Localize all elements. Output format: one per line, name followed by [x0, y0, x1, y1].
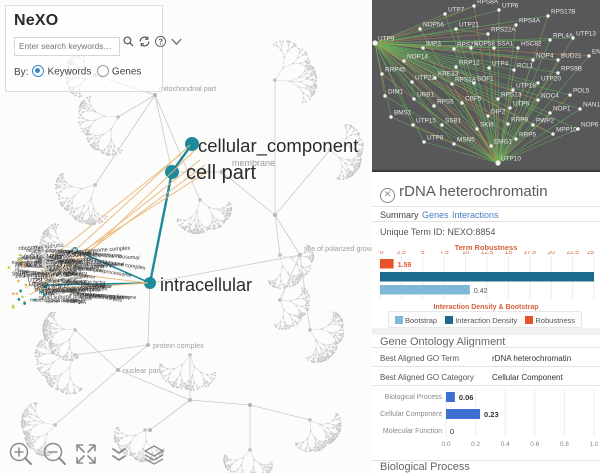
svg-text:2.5: 2.5 [397, 251, 406, 256]
svg-text:EMG1: EMG1 [494, 139, 513, 146]
svg-text:Molecular Function: Molecular Function [383, 428, 442, 435]
svg-text:25: 25 [587, 251, 595, 256]
svg-text:ENP1: ENP1 [592, 49, 600, 56]
svg-text:17.5: 17.5 [524, 251, 537, 256]
svg-text:POL5: POL5 [573, 88, 590, 95]
svg-text:BMS1: BMS1 [394, 110, 412, 117]
svg-text:15: 15 [505, 251, 513, 256]
svg-text:RCL1: RCL1 [517, 63, 534, 70]
svg-text:DIM1: DIM1 [388, 89, 404, 96]
svg-text:UTP22: UTP22 [415, 75, 435, 82]
svg-text:5: 5 [421, 251, 425, 256]
svg-text:RPS9B: RPS9B [561, 66, 582, 73]
svg-text:UTP9: UTP9 [378, 36, 395, 43]
svg-text:RPS5: RPS5 [437, 99, 454, 106]
svg-text:BUD21: BUD21 [561, 53, 582, 60]
svg-text:UTP20: UTP20 [541, 76, 561, 83]
svg-text:UTP15: UTP15 [416, 118, 436, 125]
svg-text:SSB1: SSB1 [445, 118, 462, 125]
svg-text:0.23: 0.23 [484, 410, 499, 419]
svg-text:HSC82: HSC82 [521, 41, 542, 48]
svg-text:protein complex: protein complex [153, 341, 204, 350]
svg-text:NOP6: NOP6 [581, 122, 599, 129]
svg-text:NOP1: NOP1 [553, 106, 571, 113]
svg-text:0.42: 0.42 [474, 288, 488, 295]
svg-text:UTP7: UTP7 [448, 7, 465, 14]
svg-text:0.4: 0.4 [501, 441, 510, 448]
svg-text:UTP8: UTP8 [427, 135, 444, 142]
svg-text:1.59: 1.59 [398, 262, 412, 269]
svg-text:MPP10: MPP10 [556, 127, 577, 134]
svg-text:SOF1: SOF1 [477, 76, 494, 83]
svg-text:UTP21: UTP21 [459, 22, 479, 29]
svg-text:nuclear part: nuclear part [123, 366, 161, 375]
svg-text:UTP5: UTP5 [513, 101, 530, 108]
svg-text:UTP13: UTP13 [576, 31, 596, 38]
svg-text:NOP4: NOP4 [536, 53, 554, 60]
svg-text:PWP2: PWP2 [536, 118, 555, 125]
svg-text:RPS13: RPS13 [501, 92, 522, 99]
svg-text:SSA1: SSA1 [497, 41, 514, 48]
svg-text:RRP9: RRP9 [511, 117, 528, 124]
svg-text:DIP2: DIP2 [491, 109, 506, 116]
svg-text:CBF5: CBF5 [465, 96, 482, 103]
svg-text:MSN5: MSN5 [457, 137, 475, 144]
svg-text:NOP58: NOP58 [474, 41, 495, 48]
svg-text:0.06: 0.06 [459, 393, 474, 402]
svg-text:RRP12: RRP12 [459, 60, 480, 67]
svg-text:UTP4: UTP4 [492, 61, 509, 68]
svg-text:RPL4A: RPL4A [553, 33, 574, 40]
svg-text:UTP10: UTP10 [501, 156, 521, 163]
svg-text:Biological Process: Biological Process [385, 394, 443, 401]
svg-text:0: 0 [380, 251, 384, 256]
svg-text:small subunit processome: small subunit processome [79, 294, 136, 300]
svg-text:RPS22A: RPS22A [491, 27, 516, 34]
svg-text:Cellular Component: Cellular Component [380, 411, 442, 418]
svg-text:0.0: 0.0 [441, 441, 450, 448]
svg-text:22.5: 22.5 [566, 251, 579, 256]
svg-text:1.0: 1.0 [589, 441, 598, 448]
svg-text:IMP3: IMP3 [426, 41, 441, 48]
svg-text:ATP6: ATP6 [46, 288, 58, 295]
svg-text:SKI6: SKI6 [480, 122, 494, 129]
svg-text:UTP18: UTP18 [516, 83, 536, 90]
svg-text:0: 0 [450, 427, 454, 436]
svg-text:RPS8A: RPS8A [477, 0, 499, 6]
svg-text:0.8: 0.8 [560, 441, 569, 448]
svg-text:NOP56: NOP56 [423, 22, 444, 29]
svg-text:site of polarized growth: site of polarized growth [304, 244, 372, 253]
svg-text:NOC4: NOC4 [541, 93, 559, 100]
svg-text:UTP9: UTP9 [15, 270, 28, 276]
svg-text:RPS4A: RPS4A [519, 18, 541, 25]
svg-text:12.5: 12.5 [481, 251, 494, 256]
svg-text:7.5: 7.5 [440, 251, 449, 256]
svg-text:0.2: 0.2 [471, 441, 480, 448]
svg-text:NAN1: NAN1 [583, 102, 600, 109]
svg-text:RRP45: RRP45 [385, 67, 406, 74]
svg-text:URB1: URB1 [417, 92, 434, 99]
svg-text:mitochondrial part: mitochondrial part [159, 84, 216, 93]
svg-text:10: 10 [462, 251, 470, 256]
svg-text:UTP6: UTP6 [502, 3, 519, 10]
svg-text:0.6: 0.6 [530, 441, 539, 448]
svg-text:RPS17B: RPS17B [551, 9, 576, 16]
svg-text:RRP5: RRP5 [519, 132, 536, 139]
svg-text:20: 20 [548, 251, 556, 256]
svg-text:NOP14: NOP14 [407, 54, 428, 61]
